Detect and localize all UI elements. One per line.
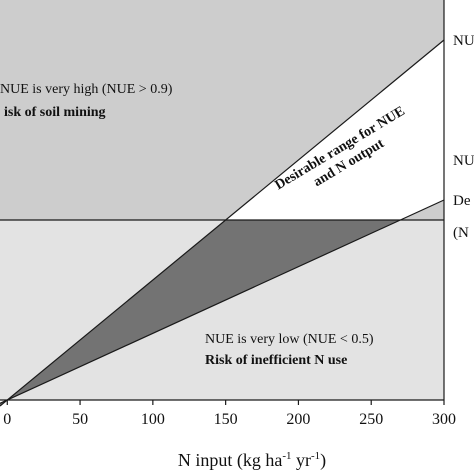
- x-axis-title: N input (kg ha-1 yr-1): [178, 450, 326, 471]
- region-inefficient-wedge: [0, 220, 401, 406]
- x-tick-label: 0: [3, 411, 11, 428]
- x-tick-label: 200: [286, 411, 310, 428]
- right-edge-label: NUE: [453, 33, 474, 49]
- right-edge-label: (N: [453, 225, 469, 241]
- right-edge-label: NUE: [453, 153, 474, 169]
- x-tick-label: 150: [214, 411, 238, 428]
- x-tick-label: 50: [72, 411, 88, 428]
- annotation-high-2: isk of soil mining: [4, 105, 106, 120]
- right-edge-label: De: [453, 193, 471, 209]
- series-line-nue-low: [0, 199, 445, 404]
- series-line-nue-high: [0, 39, 445, 407]
- annotation-high-1: NUE is very high (NUE > 0.9): [0, 82, 173, 97]
- x-tick-label: 100: [141, 411, 165, 428]
- annotation-low-1: NUE is very low (NUE < 0.5): [205, 332, 374, 347]
- x-tick-label: 300: [432, 411, 456, 428]
- x-axis: 0 50 100 150 200 250 300: [0, 399, 456, 428]
- annotation-low-2: Risk of inefficient N use: [205, 353, 347, 368]
- plot-area: [0, 0, 445, 407]
- x-tick-label: 250: [359, 411, 383, 428]
